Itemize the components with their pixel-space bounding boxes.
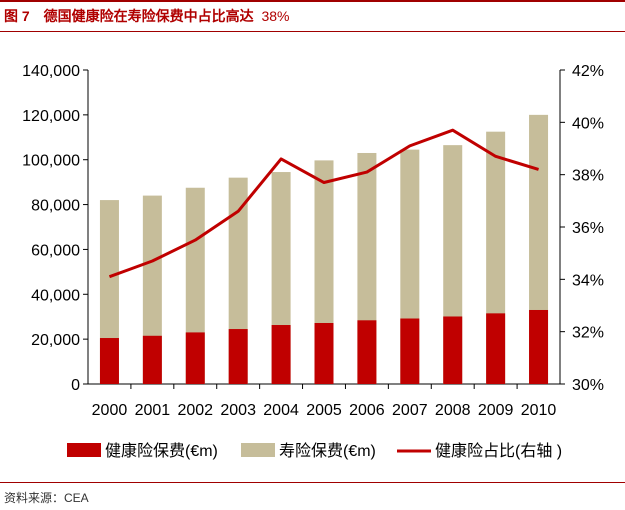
right-tick-label: 30% (572, 377, 604, 394)
x-tick-label: 2008 (435, 402, 471, 419)
x-tick-label: 2004 (263, 402, 299, 419)
x-tick-label: 2007 (392, 402, 428, 419)
left-tick-label: 100,000 (22, 153, 80, 170)
figure-label: 图 7 (4, 8, 30, 24)
left-tick-label: 140,000 (22, 63, 80, 80)
health-premium-bar (99, 338, 119, 384)
right-tick-label: 34% (572, 272, 604, 289)
legend-label-health: 健康险保费(€m) (105, 442, 218, 460)
x-tick-label: 2002 (177, 402, 213, 419)
title-rule (0, 31, 625, 32)
footer-rule (0, 482, 625, 483)
health-premium-bar (228, 329, 248, 384)
health-premium-bar (443, 316, 463, 384)
health-premium-bar (400, 318, 420, 384)
right-tick-label: 38% (572, 168, 604, 185)
left-tick-label: 80,000 (31, 198, 80, 215)
right-tick-label: 40% (572, 115, 604, 132)
legend-swatch-health (67, 443, 101, 457)
left-tick-label: 60,000 (31, 242, 80, 259)
left-tick-label: 20,000 (31, 332, 80, 349)
left-tick-label: 120,000 (22, 108, 80, 125)
right-tick-label: 36% (572, 220, 604, 237)
x-tick-label: 2001 (135, 402, 171, 419)
health-premium-bar (185, 332, 205, 384)
legend-label-life: 寿险保费(€m) (279, 442, 376, 460)
x-tick-label: 2006 (349, 402, 385, 419)
health-premium-bar (314, 322, 334, 384)
legend-swatch-life (241, 443, 275, 457)
x-tick-label: 2003 (220, 402, 256, 419)
title-value: 38% (261, 8, 290, 24)
x-tick-label: 2000 (92, 402, 128, 419)
health-premium-bar (357, 320, 377, 384)
x-tick-label: 2009 (478, 402, 514, 419)
legend-label-share: 健康险占比(右轴 ) (435, 442, 562, 460)
x-tick-label: 2010 (521, 402, 557, 419)
right-tick-label: 42% (572, 63, 604, 80)
health-premium-bar (142, 335, 162, 384)
title-text: 德国健康险在寿险保费中占比高达 (43, 8, 254, 24)
chart-area: 0 20,000 40,000 60,000 80,000 100,000 120,000 1… (22, 63, 604, 460)
x-tick-label: 2005 (306, 402, 342, 419)
left-tick-label: 40,000 (31, 287, 80, 304)
health-premium-bar (271, 325, 291, 384)
source-note: 资料来源：CEA (4, 491, 89, 505)
right-tick-label: 32% (572, 325, 604, 342)
left-tick-label: 0 (71, 377, 80, 394)
top-border (0, 0, 625, 2)
health-premium-bar (529, 309, 549, 384)
health-premium-bar (486, 313, 506, 384)
figure-title: 图 7 德国健康险在寿险保费中占比高达 38% (4, 6, 290, 26)
